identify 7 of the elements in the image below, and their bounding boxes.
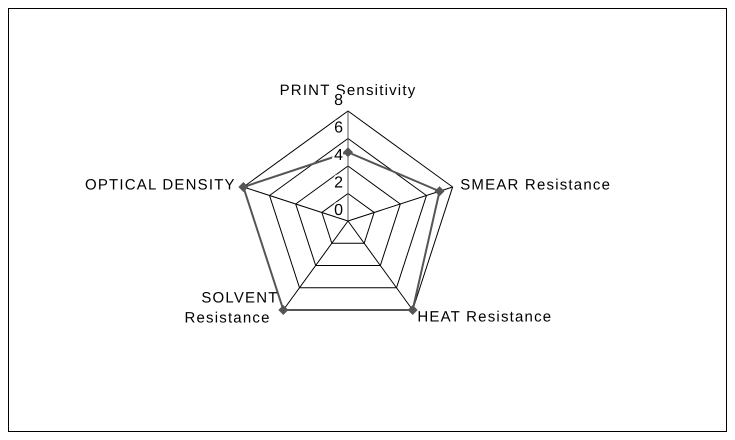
y-tick-label: 2	[334, 174, 344, 192]
spoke-label: HEAT Resistance	[417, 308, 552, 326]
spoke-label: OPTICAL DENSITY	[84, 176, 236, 194]
y-tick-label: 6	[334, 120, 344, 136]
spoke-label: SMEAR Resistance	[460, 176, 612, 194]
y-tick-label: 0	[334, 202, 344, 219]
spoke-label: SOLVENT Resistance	[184, 289, 279, 326]
